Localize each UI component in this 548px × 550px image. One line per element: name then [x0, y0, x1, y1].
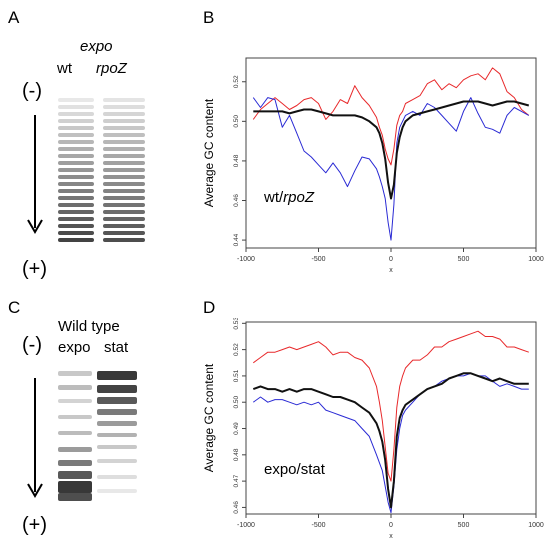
x-tick-label: -1000 — [237, 256, 255, 263]
panel-b-letter: B — [203, 8, 215, 27]
x-tick-label: -1000 — [237, 522, 255, 529]
gel-image-a — [58, 98, 145, 242]
plot-frame — [245, 57, 537, 249]
panel-d-letter: D — [203, 298, 216, 317]
y-tick-label: 0.47 — [233, 474, 240, 487]
y-tick-label: 0.48 — [233, 448, 240, 461]
y-tick-label: 0.50 — [233, 396, 240, 409]
y-axis-label: Average GC content — [202, 98, 216, 207]
y-tick-label: 0.44 — [233, 233, 240, 246]
x-axis-label: x — [389, 267, 393, 274]
panel-a-minus-marker: (-) — [22, 80, 42, 102]
panel-c-letter: C — [8, 298, 21, 317]
panel-a-header: expo — [80, 38, 113, 55]
x-tick-label: 500 — [458, 522, 470, 529]
y-tick-label: 0.48 — [233, 154, 240, 167]
y-tick-label: 0.52 — [233, 343, 240, 356]
series-line-red — [253, 330, 529, 482]
y-tick-label: 0.49 — [233, 422, 240, 435]
panel-c-plus-marker: (+) — [22, 514, 47, 536]
y-tick-label: 0.46 — [233, 194, 240, 207]
chart-annotation: expo/stat — [264, 461, 326, 478]
x-tick-label: 1000 — [528, 522, 544, 529]
y-tick-label: 0.50 — [233, 115, 240, 128]
y-tick-label: 0.52 — [233, 75, 240, 88]
panel-a-lane-rpoz: rpoZ — [96, 60, 127, 77]
panel-a-lane-wt: wt — [57, 60, 72, 77]
panel-a-plus-marker: (+) — [22, 258, 47, 280]
chart-d: -1000 -500 0 500 1000 0.46 0.47 0.48 0.49 0.50 0.5… — [202, 318, 544, 540]
x-tick-label: -500 — [311, 522, 325, 529]
series-line-blue — [252, 97, 530, 241]
panel-c-arrow-icon — [27, 378, 43, 498]
panel-c-header: Wild type — [58, 318, 120, 335]
y-axis-label: Average GC content — [202, 363, 216, 472]
x-tick-label: 500 — [458, 256, 470, 263]
x-tick-label: 0 — [389, 522, 393, 529]
panel-c-lane-expo: expo — [58, 339, 91, 356]
y-tick-label: 0.53 — [233, 318, 240, 330]
gel-image-c — [58, 371, 137, 501]
gel-bands — [58, 371, 137, 501]
panel-a-letter: A — [8, 8, 20, 27]
gel-bands — [58, 98, 145, 242]
x-tick-label: 1000 — [528, 256, 544, 263]
panel-c-lane-stat: stat — [104, 339, 129, 356]
series-line-blue — [253, 372, 529, 514]
y-tick-label: 0.51 — [233, 369, 240, 382]
series-line-black — [253, 100, 530, 200]
y-tick-label: 0.46 — [233, 501, 240, 514]
chart-b: -1000 -500 0 500 1000 0.44 0.46 0.48 0.50 0.52 x Av… — [202, 57, 544, 274]
series-line-black — [252, 372, 529, 509]
panel-c-minus-marker: (-) — [22, 334, 42, 356]
panel-a-arrow-icon — [27, 115, 43, 234]
x-tick-label: 0 — [389, 256, 393, 263]
x-tick-label: -500 — [311, 256, 325, 263]
chart-annotation: wt/rpoZ — [263, 189, 315, 206]
plot-frame — [245, 321, 537, 515]
x-axis-label: x — [389, 533, 393, 540]
series-line-red — [252, 67, 530, 166]
